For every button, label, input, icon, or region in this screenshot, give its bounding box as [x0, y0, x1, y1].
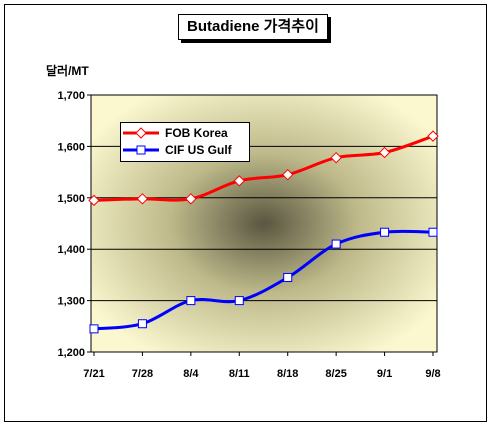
series-0 — [88, 130, 439, 207]
x-tick-label: 9/1 — [377, 368, 392, 380]
series-1 — [89, 227, 438, 334]
y-tick-label: 1,200 — [57, 347, 85, 359]
data-point — [89, 324, 99, 334]
x-tick-label: 9/8 — [425, 368, 440, 380]
data-point — [330, 152, 342, 164]
x-axis-ticks: 7/21 7/28 8/4 8/11 8/18 8/25 9/1 9/8 — [83, 352, 441, 380]
y-tick-label: 1,700 — [57, 90, 85, 102]
x-tick-label: 7/28 — [132, 368, 153, 380]
data-point — [186, 296, 196, 306]
data-point — [283, 272, 293, 282]
legend-label-fob-korea: FOB Korea — [165, 126, 228, 140]
data-point — [331, 239, 341, 249]
y-tick-label: 1,300 — [57, 296, 85, 308]
data-point — [234, 296, 244, 306]
data-point — [185, 193, 197, 205]
x-tick-label: 8/18 — [277, 368, 298, 380]
data-point — [88, 194, 100, 207]
y-axis-ticks: 1,200 1,300 1,400 1,500 1,600 1,700 — [57, 90, 91, 359]
y-axis-label: 달러/MT — [46, 64, 89, 78]
x-tick-label: 7/21 — [83, 368, 104, 380]
y-tick-label: 1,600 — [57, 141, 85, 153]
data-point — [428, 227, 438, 237]
data-point — [427, 130, 439, 142]
data-point — [378, 146, 391, 159]
data-point — [136, 193, 149, 205]
data-point — [380, 227, 390, 237]
x-tick-label: 8/4 — [183, 368, 199, 380]
data-point — [233, 175, 245, 187]
y-tick-label: 1,500 — [57, 193, 85, 205]
x-tick-label: 8/11 — [229, 368, 250, 380]
data-point — [282, 168, 294, 181]
legend-item-cif-us-gulf: CIF US Gulf — [121, 142, 232, 158]
legend: FOB Korea CIF US Gulf — [120, 122, 250, 162]
series-lines — [88, 130, 439, 334]
legend-marker-diamond-icon — [123, 127, 159, 139]
y-tick-label: 1,400 — [57, 244, 85, 256]
legend-marker-square-icon — [123, 145, 159, 155]
x-tick-label: 8/25 — [325, 368, 346, 380]
data-point — [137, 319, 147, 329]
chart-title: Butadiene 가격추이 — [178, 14, 328, 40]
legend-item-fob-korea: FOB Korea — [121, 125, 228, 141]
legend-label-cif-us-gulf: CIF US Gulf — [165, 143, 232, 157]
